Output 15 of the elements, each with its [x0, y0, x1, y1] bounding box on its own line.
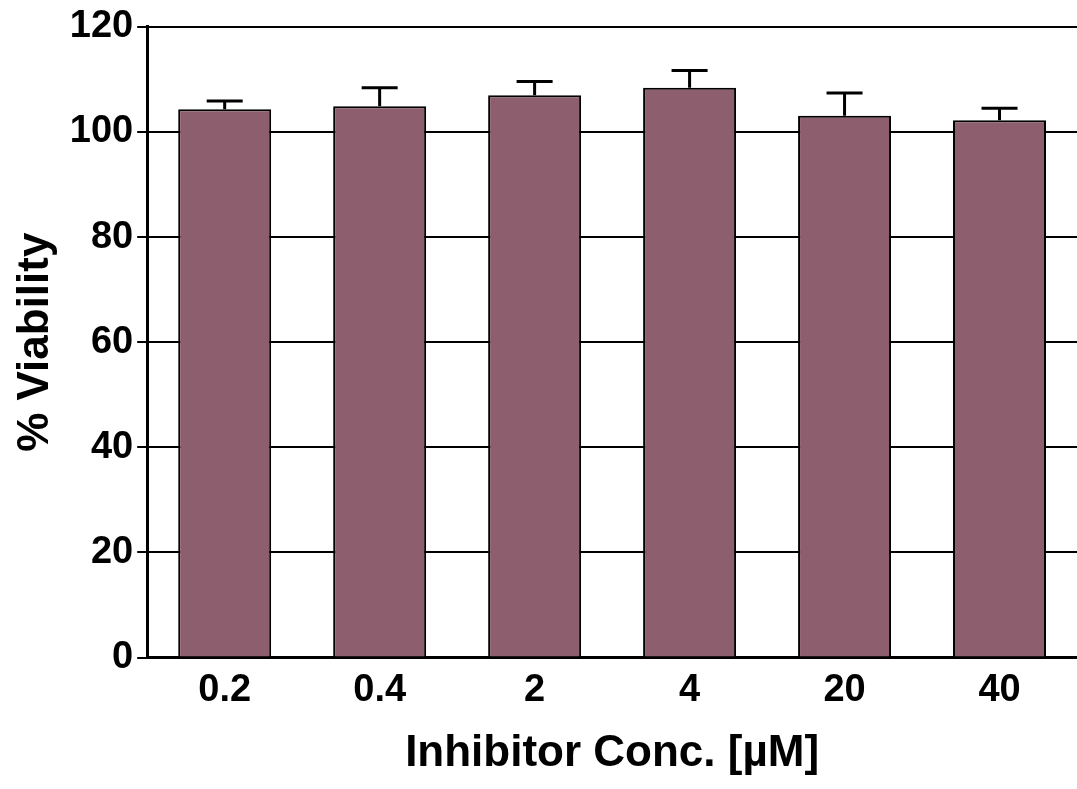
y-tick-label: 20	[90, 528, 134, 571]
y-tick-label: 60	[90, 318, 134, 361]
y-tick-label: 120	[69, 3, 134, 46]
y-axis-title: % Viability	[7, 232, 57, 452]
x-tick-label: 0.2	[198, 666, 252, 709]
x-axis-title: Inhibitor Conc. [µM]	[405, 725, 820, 775]
x-tick-label: 2	[524, 666, 546, 709]
y-tick-label: 0	[112, 634, 134, 677]
y-tick-label: 100	[69, 108, 134, 151]
y-tick-label: 40	[90, 423, 134, 466]
x-tick-label: 40	[978, 666, 1021, 709]
y-tick-label: 80	[90, 213, 134, 256]
x-tick-label: 0.4	[353, 666, 407, 709]
x-tick-label: 20	[823, 666, 866, 709]
x-tick-label: 4	[679, 666, 701, 709]
